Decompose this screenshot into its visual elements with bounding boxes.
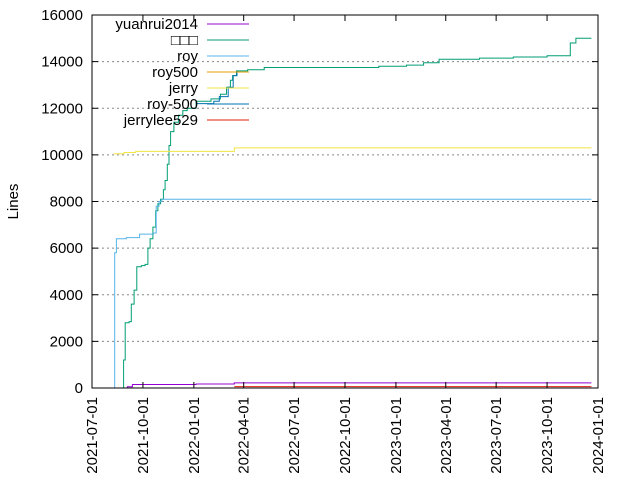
x-tick-label: 2021-10-01 <box>135 397 152 474</box>
x-tick-label: 2021-07-01 <box>84 397 101 474</box>
y-tick-label: 14000 <box>41 54 83 71</box>
legend-label: roy <box>177 48 198 65</box>
y-axis: 0 2000 4000 6000 8000 10000 12000 14000 16000 <box>41 7 598 397</box>
x-axis: 2021-07-01 2021-10-01 2022-01-01 2022-04-01… <box>84 15 607 474</box>
x-tick-label: 2022-10-01 <box>337 397 354 474</box>
x-tick-label: 2023-07-01 <box>488 397 505 474</box>
y-tick-label: 4000 <box>50 287 83 304</box>
x-tick-label: 2023-10-01 <box>539 397 556 474</box>
legend-label: roy500 <box>152 64 198 81</box>
x-tick-label: 2022-04-01 <box>236 397 253 474</box>
legend-label: jerry <box>168 80 199 97</box>
x-tick-label: 2024-01-01 <box>590 397 607 474</box>
y-tick-label: 16000 <box>41 7 83 24</box>
legend-label: yuanrui2014 <box>115 16 198 33</box>
series-line <box>113 147 592 155</box>
legend-label: jerrylee529 <box>123 112 198 129</box>
y-tick-label: 6000 <box>50 240 83 257</box>
y-axis-title: Lines <box>5 184 22 220</box>
y-tick-label: 12000 <box>41 100 83 117</box>
series-line <box>121 37 592 389</box>
y-tick-label: 10000 <box>41 147 83 164</box>
y-tick-label: 0 <box>75 380 83 397</box>
legend: yuanrui2014□□□royroy500jerryroy-500jerry… <box>115 16 249 129</box>
x-tick-label: 2022-07-01 <box>286 397 303 474</box>
series-line <box>119 382 592 389</box>
x-tick-label: 2022-01-01 <box>186 397 203 474</box>
series-line <box>196 70 238 105</box>
grid-lines <box>92 61 598 342</box>
series-line <box>113 198 592 389</box>
x-tick-label: 2023-04-01 <box>438 397 455 474</box>
x-tick-label: 2023-01-01 <box>388 397 405 474</box>
y-tick-label: 2000 <box>50 333 83 350</box>
legend-label: □□□ <box>171 32 198 49</box>
y-tick-label: 8000 <box>50 194 83 211</box>
legend-label: roy-500 <box>147 96 198 113</box>
